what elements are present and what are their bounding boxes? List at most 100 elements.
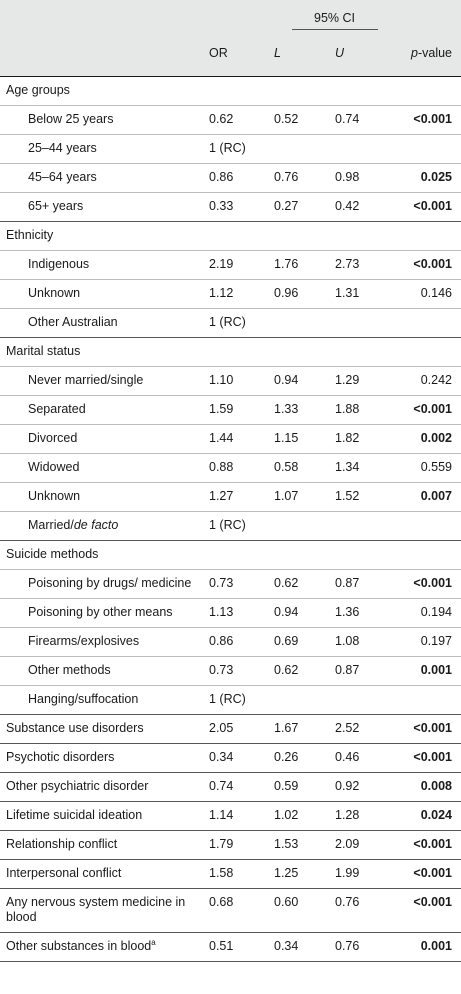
group-header-row: Marital status — [0, 338, 461, 367]
row-label: Firearms/explosives — [28, 634, 140, 648]
row-label: Relationship conflict — [6, 837, 118, 851]
odds-ratio-cell: 1.59 — [209, 402, 234, 416]
row-label: Separated — [28, 402, 86, 416]
ci-upper-cell: 1.31 — [335, 286, 360, 300]
p-value-cell: 0.146 — [420, 286, 452, 300]
row-label: Never married/single — [28, 373, 144, 387]
group-header-row: Age groups — [0, 77, 461, 106]
ci-upper-cell: 0.42 — [335, 199, 360, 213]
ci-upper-cell: 0.76 — [335, 895, 360, 909]
ci-upper-cell: 2.73 — [335, 257, 360, 271]
odds-ratio-cell: 0.73 — [209, 663, 234, 677]
row-label: 45–64 years — [28, 170, 97, 184]
table-row: Separated 1.59 1.33 1.88 <0.001 — [0, 396, 461, 425]
row-label: Any nervous system medicine in blood — [6, 895, 186, 924]
ci-lower-cell: 0.58 — [274, 460, 299, 474]
row-label: Other psychiatric disorder — [6, 779, 149, 793]
ci-lower-cell — [268, 686, 329, 715]
table-row: Firearms/explosives 0.86 0.69 1.08 0.197 — [0, 628, 461, 657]
p-value-cell: 0.197 — [420, 634, 452, 648]
ci-upper-cell: 0.98 — [335, 170, 360, 184]
p-value-cell: 0.008 — [420, 779, 452, 793]
ci-lower-cell: 0.59 — [274, 779, 299, 793]
ci-upper-cell: 2.52 — [335, 721, 360, 735]
table-row: Interpersonal conflict 1.58 1.25 1.99 <0.001 — [0, 860, 461, 889]
p-value-cell — [391, 135, 461, 164]
group-header-row: Suicide methods — [0, 541, 461, 570]
odds-ratio-cell: 0.73 — [209, 576, 234, 590]
ci-upper-cell: 1.36 — [335, 605, 360, 619]
col-header-or: OR — [209, 46, 228, 60]
p-value-cell: 0.007 — [420, 489, 452, 503]
table-row: Other substances in blooda 0.51 0.34 0.76 0.… — [0, 933, 461, 962]
table-row: Any nervous system medicine in blood 0.68… — [0, 889, 461, 933]
footnote-marker: a — [151, 937, 156, 947]
ci-upper-cell: 1.34 — [335, 460, 360, 474]
odds-ratio-cell: 2.19 — [209, 257, 234, 271]
ci-lower-cell: 1.02 — [274, 808, 299, 822]
table-row: Widowed 0.88 0.58 1.34 0.559 — [0, 454, 461, 483]
ci-upper-cell — [329, 309, 391, 338]
header-row-ci: 95% CI — [0, 0, 461, 30]
odds-ratio-cell: 1.44 — [209, 431, 234, 445]
p-value-cell: 0.242 — [420, 373, 452, 387]
p-value-cell: 0.001 — [420, 663, 452, 677]
row-label: Other substances in blooda — [6, 937, 156, 953]
p-value-cell: 0.025 — [420, 170, 452, 184]
row-label: 25–44 years — [28, 141, 97, 155]
row-label: Unknown — [28, 489, 81, 503]
ci-upper-cell: 1.52 — [335, 489, 360, 503]
table-row: 25–44 years 1 (RC) — [0, 135, 461, 164]
ci-lower-cell: 1.53 — [274, 837, 299, 851]
ci-upper-cell — [329, 512, 391, 541]
row-label: Substance use disorders — [6, 721, 144, 735]
table-row: Unknown 1.12 0.96 1.31 0.146 — [0, 280, 461, 309]
ci-lower-cell: 0.27 — [274, 199, 299, 213]
odds-ratio-cell: 1.79 — [209, 837, 234, 851]
odds-ratio-cell: 1 (RC) — [209, 692, 246, 706]
table-row: Never married/single 1.10 0.94 1.29 0.242 — [0, 367, 461, 396]
p-value-cell: 0.002 — [420, 431, 452, 445]
table-row: 45–64 years 0.86 0.76 0.98 0.025 — [0, 164, 461, 193]
row-label: Other methods — [28, 663, 111, 677]
odds-ratio-cell: 1.14 — [209, 808, 234, 822]
odds-ratio-cell: 1.12 — [209, 286, 234, 300]
group-label: Suicide methods — [6, 547, 99, 561]
row-label: Psychotic disorders — [6, 750, 115, 764]
ci-lower-cell: 0.52 — [274, 112, 299, 126]
odds-ratio-cell: 2.05 — [209, 721, 234, 735]
row-label: Widowed — [28, 460, 80, 474]
p-value-cell: <0.001 — [413, 257, 452, 271]
table-row: Below 25 years 0.62 0.52 0.74 <0.001 — [0, 106, 461, 135]
odds-ratio-cell: 1.27 — [209, 489, 234, 503]
ci-lower-cell: 0.62 — [274, 663, 299, 677]
row-label: Married/de facto — [28, 518, 119, 532]
col-header-pvalue: p-value — [411, 46, 452, 60]
row-label: Hanging/suffocation — [28, 692, 139, 706]
row-label: 65+ years — [28, 199, 84, 213]
odds-ratio-cell: 0.88 — [209, 460, 234, 474]
ci-upper-cell: 0.87 — [335, 663, 360, 677]
ci-upper-cell: 1.82 — [335, 431, 360, 445]
ci-upper-cell: 1.88 — [335, 402, 360, 416]
row-label: Lifetime suicidal ideation — [6, 808, 143, 822]
p-value-cell — [391, 686, 461, 715]
ci-upper-cell: 1.08 — [335, 634, 360, 648]
row-label: Below 25 years — [28, 112, 114, 126]
row-label: Poisoning by other means — [28, 605, 173, 619]
p-value-cell: <0.001 — [413, 721, 452, 735]
row-label: Unknown — [28, 286, 81, 300]
ci-header: 95% CI — [268, 0, 391, 30]
odds-ratio-cell: 0.86 — [209, 634, 234, 648]
ci-upper-cell: 0.76 — [335, 939, 360, 953]
odds-ratio-cell: 0.68 — [209, 895, 234, 909]
row-label: Poisoning by drugs/ medicine — [28, 576, 192, 590]
p-value-cell: <0.001 — [413, 112, 452, 126]
ci-upper-cell: 0.46 — [335, 750, 360, 764]
table-row: Hanging/suffocation 1 (RC) — [0, 686, 461, 715]
odds-ratio-cell: 0.74 — [209, 779, 234, 793]
table-body: Age groups Below 25 years 0.62 0.52 0.74 <0.0… — [0, 77, 461, 962]
p-value-cell: <0.001 — [413, 866, 452, 880]
ci-lower-cell: 0.96 — [274, 286, 299, 300]
p-value-cell — [391, 309, 461, 338]
